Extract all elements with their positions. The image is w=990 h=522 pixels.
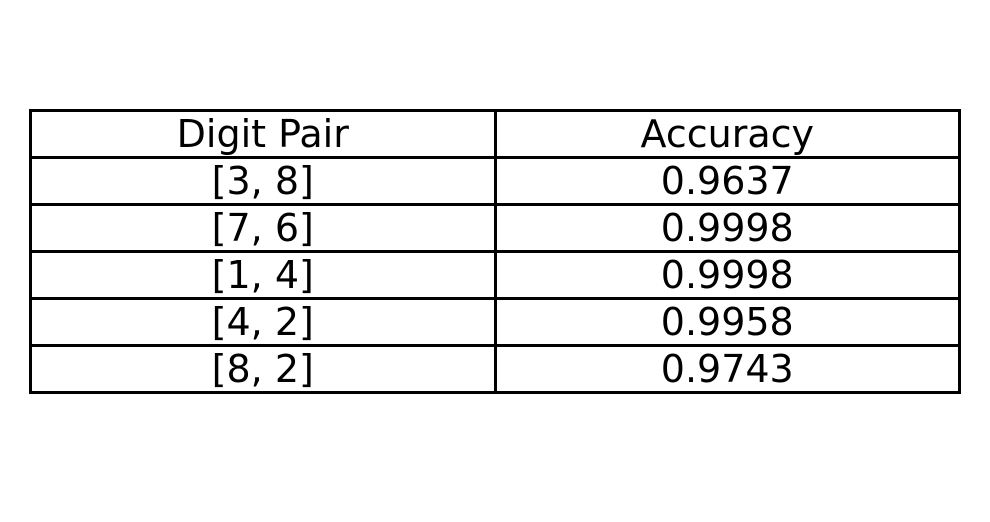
table-header-row: Digit Pair Accuracy <box>29 109 961 159</box>
digit-pair-cell: [8, 2] <box>29 344 497 394</box>
table-row: [7, 6] 0.9998 <box>29 203 961 253</box>
accuracy-cell: 0.9743 <box>493 344 961 394</box>
table-row: [8, 2] 0.9743 <box>29 344 961 394</box>
accuracy-cell: 0.9998 <box>493 250 961 300</box>
column-header-digit-pair: Digit Pair <box>29 109 497 159</box>
results-table: Digit Pair Accuracy [3, 8] 0.9637 [7, 6]… <box>29 109 961 394</box>
digit-pair-cell: [4, 2] <box>29 297 497 347</box>
accuracy-cell: 0.9998 <box>493 203 961 253</box>
table-row: [4, 2] 0.9958 <box>29 297 961 347</box>
digit-pair-cell: [3, 8] <box>29 156 497 206</box>
table-row: [1, 4] 0.9998 <box>29 250 961 300</box>
results-table-container: Digit Pair Accuracy [3, 8] 0.9637 [7, 6]… <box>29 109 961 394</box>
column-header-accuracy: Accuracy <box>493 109 961 159</box>
digit-pair-cell: [1, 4] <box>29 250 497 300</box>
accuracy-cell: 0.9637 <box>493 156 961 206</box>
table-row: [3, 8] 0.9637 <box>29 156 961 206</box>
digit-pair-cell: [7, 6] <box>29 203 497 253</box>
accuracy-cell: 0.9958 <box>493 297 961 347</box>
